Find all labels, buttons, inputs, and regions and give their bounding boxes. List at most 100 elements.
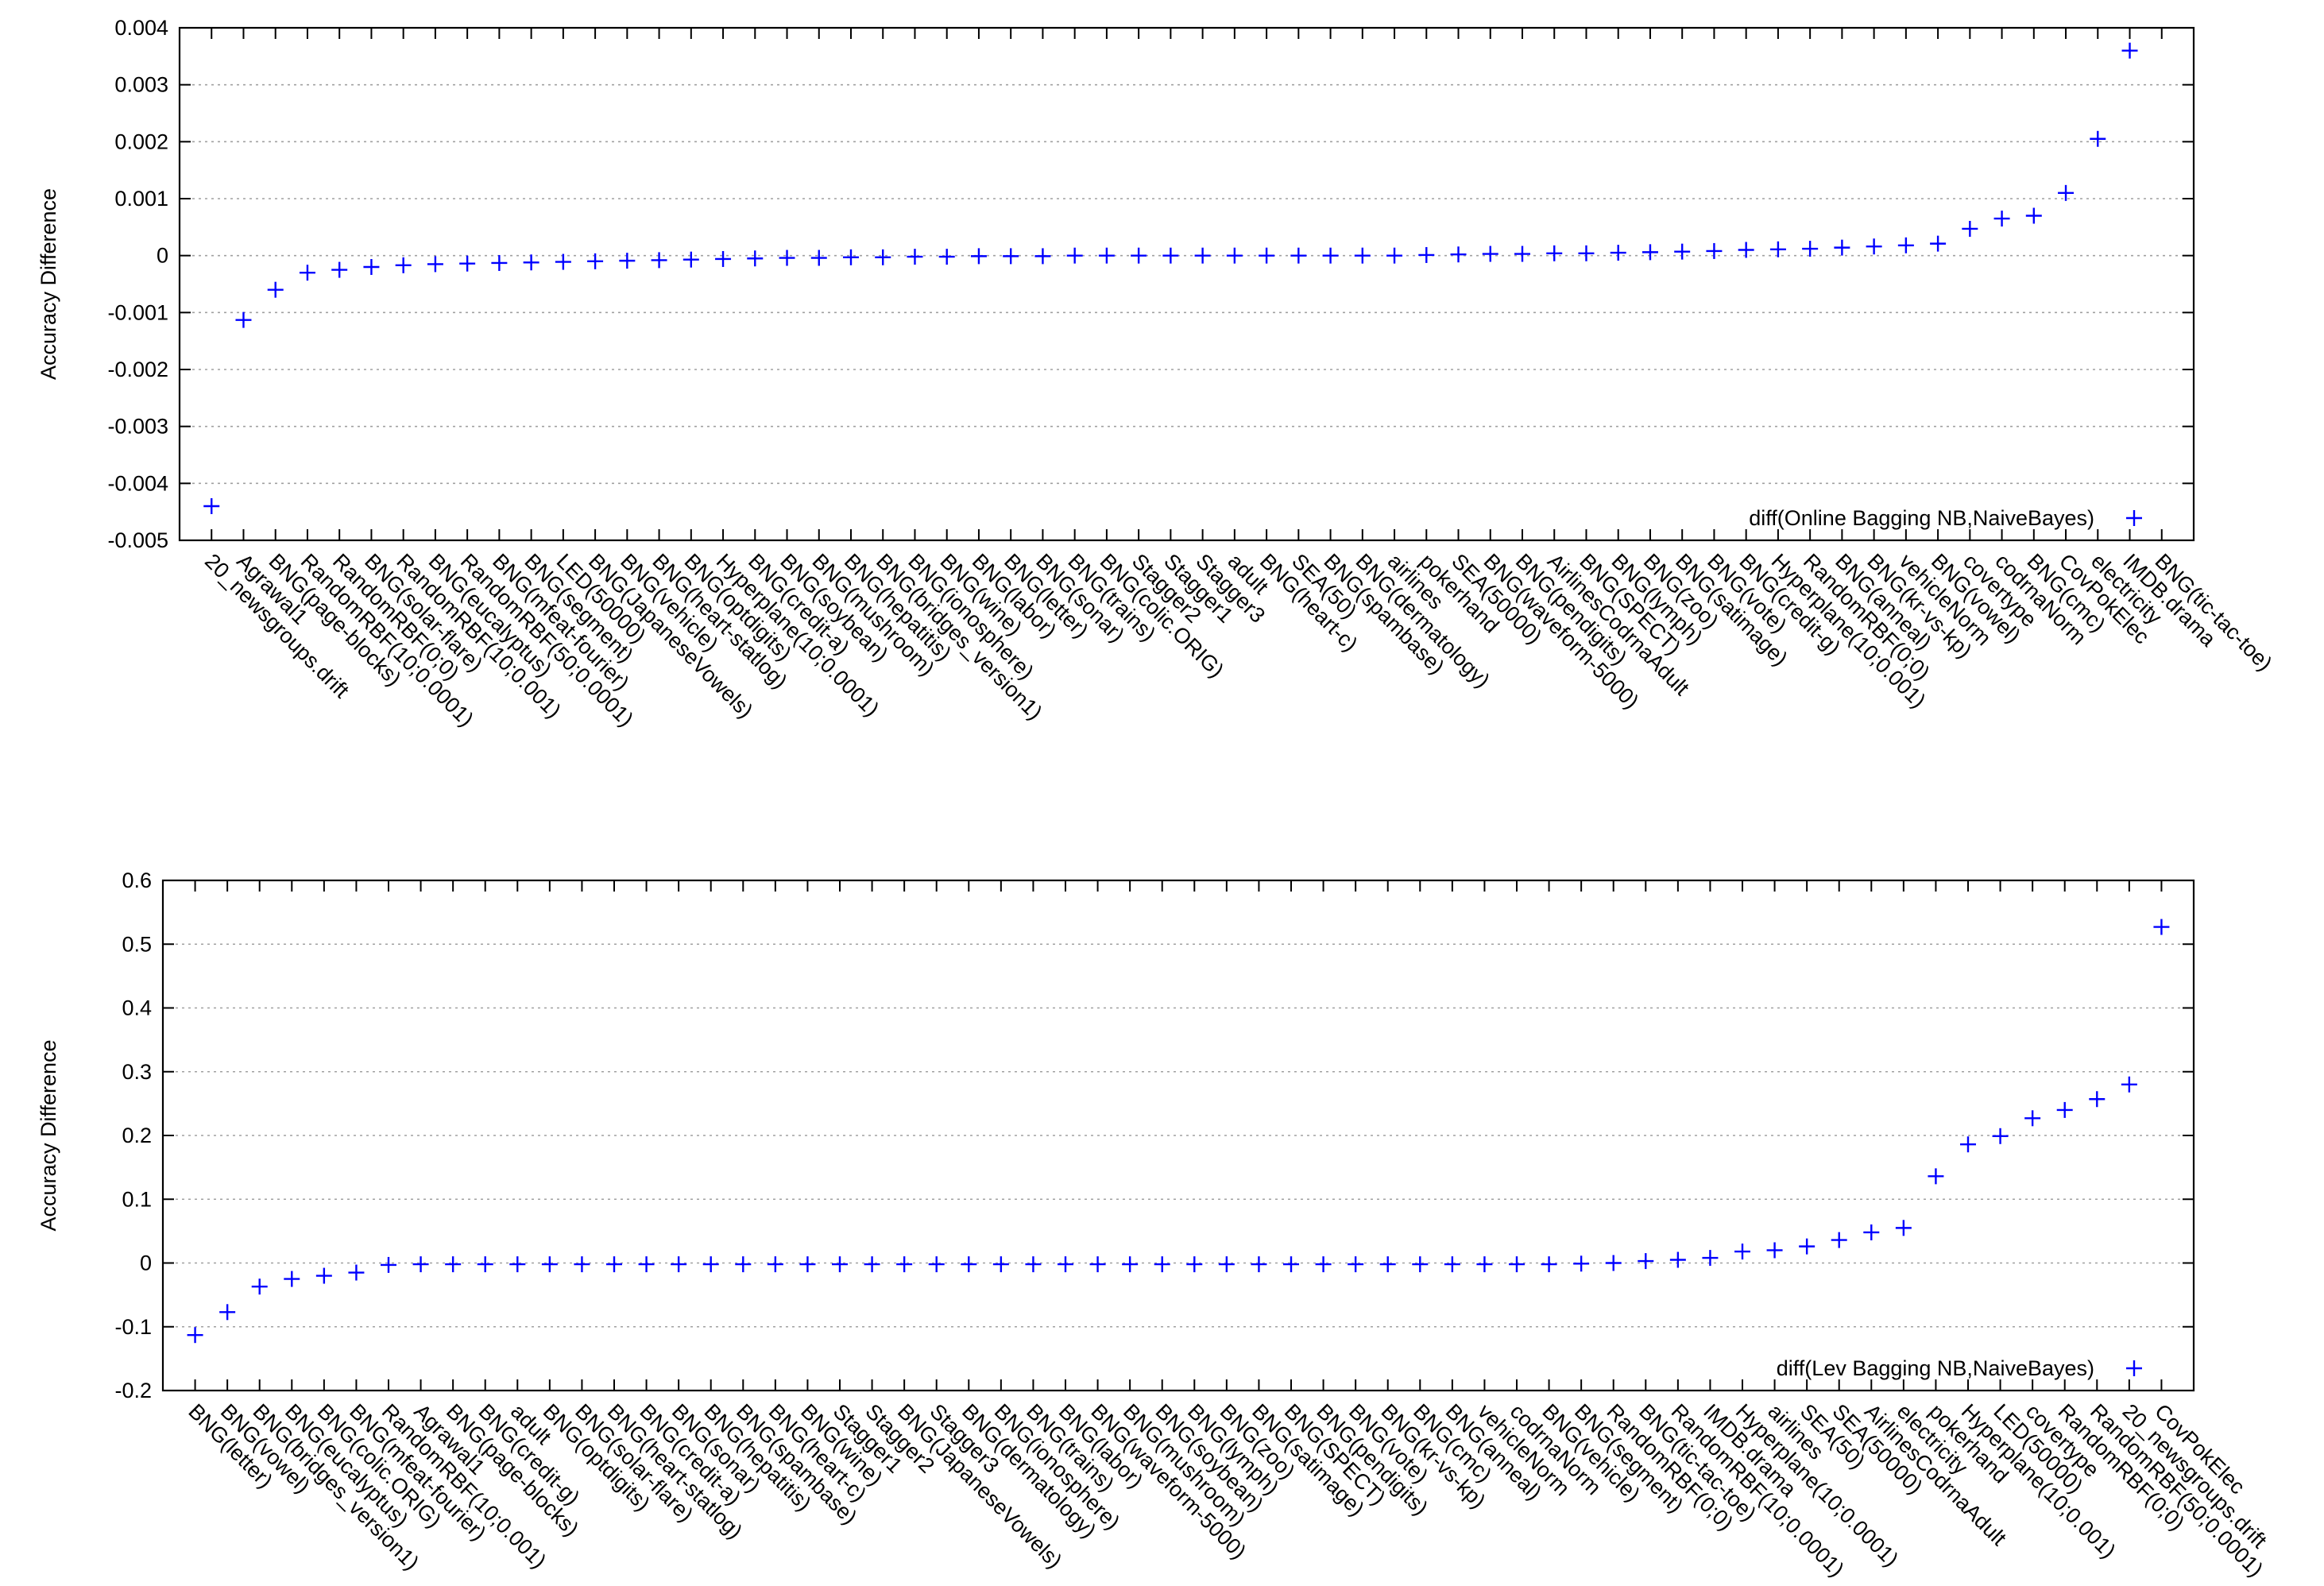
y-tick-label: 0.003 [114,73,168,97]
data-point [864,1256,880,1273]
data-point [1638,1253,1654,1270]
y-tick-label: 0.1 [122,1187,152,1211]
data-point [767,1256,783,1273]
data-point [606,1256,622,1273]
data-point [381,1256,396,1273]
data-point [1186,1256,1203,1273]
data-point [348,1264,365,1281]
data-point [523,254,539,271]
data-point [1863,1224,1880,1240]
data-point [1283,1256,1299,1273]
data-point [1482,246,1498,262]
data-point [1866,238,1882,255]
data-point [1831,1232,1847,1248]
data-point [2024,1110,2041,1127]
y-tick-label: 0.6 [122,868,152,892]
data-point [445,1256,462,1273]
data-point [1315,1256,1332,1273]
data-point [363,259,380,275]
data-point [1514,246,1530,262]
data-point [1573,1255,1590,1272]
y-tick-label: 0.004 [114,16,168,40]
y-tick-label: -0.2 [114,1379,152,1402]
data-point [2153,919,2170,935]
data-point [1322,247,1339,264]
data-point [1706,242,1723,259]
data-point [1194,247,1211,264]
data-point [1641,244,1658,261]
data-point [1962,220,1978,237]
data-point [2056,1101,2073,1118]
bottom-chart: -0.2-0.100.10.20.30.40.50.6BNG(letter)BN… [37,868,2272,1581]
data-point [651,252,667,269]
data-point [1930,235,1947,252]
data-point [187,1327,203,1344]
data-point [928,1256,945,1273]
data-point [412,1256,429,1273]
data-point [1444,1256,1460,1273]
legend: diff(Lev Bagging NB,NaiveBayes) [1777,1356,2142,1380]
y-tick-label: 0.2 [122,1124,152,1147]
data-point [1034,248,1051,265]
data-point [671,1256,687,1273]
data-point [715,250,732,267]
data-point [735,1256,752,1273]
data-point [619,253,636,269]
data-point [1960,1136,1976,1153]
data-point [1766,1242,1783,1259]
data-point [1546,245,1563,261]
y-tick-label: -0.1 [114,1315,152,1339]
y-axis-label: Accuracy Difference [37,188,60,380]
data-point [1834,239,1850,256]
y-tick-label: 0.002 [114,130,168,153]
data-point [1058,1256,1073,1273]
y-tick-label: 0.001 [114,187,168,211]
data-point [1450,246,1467,263]
data-point [1098,247,1115,264]
data-point [1259,247,1275,264]
data-point [779,250,795,266]
data-point [555,253,571,270]
data-point [1218,1256,1235,1273]
data-point [2025,207,2042,224]
data-point [961,1256,977,1273]
data-point [1162,247,1179,264]
data-point [970,248,987,265]
data-point [1578,245,1595,261]
data-point [1669,1251,1686,1268]
data-point [1348,1256,1364,1273]
data-point [638,1256,655,1273]
data-point [331,261,348,278]
data-point [2121,42,2138,59]
data-point [509,1256,526,1273]
data-point [832,1256,848,1273]
legend: diff(Online Bagging NB,NaiveBayes) [1749,506,2142,530]
data-point [702,1256,719,1273]
data-point [1025,1256,1042,1273]
plot-frame [161,879,2195,1392]
data-point [491,254,508,271]
plot-frame [178,26,2195,542]
data-point [299,265,315,281]
data-point [1702,1250,1719,1267]
data-point [843,249,859,265]
data-point [1802,241,1819,257]
data-point [1509,1256,1525,1273]
data-point [747,250,764,267]
data-point [2089,1091,2106,1108]
data-point [1122,1256,1139,1273]
data-point [1290,247,1307,264]
data-point [1992,1128,2009,1144]
data-point [251,1278,268,1295]
data-point [395,257,412,273]
data-point [1066,247,1083,264]
data-point [1993,211,2010,227]
data-point [1799,1238,1816,1255]
y-tick-label: 0 [140,1251,152,1275]
y-tick-label: -0.005 [107,528,168,552]
data-point [1738,242,1754,258]
data-point [1251,1256,1267,1273]
data-point [315,1267,332,1284]
data-point [1131,247,1147,264]
data-point [1089,1256,1106,1273]
